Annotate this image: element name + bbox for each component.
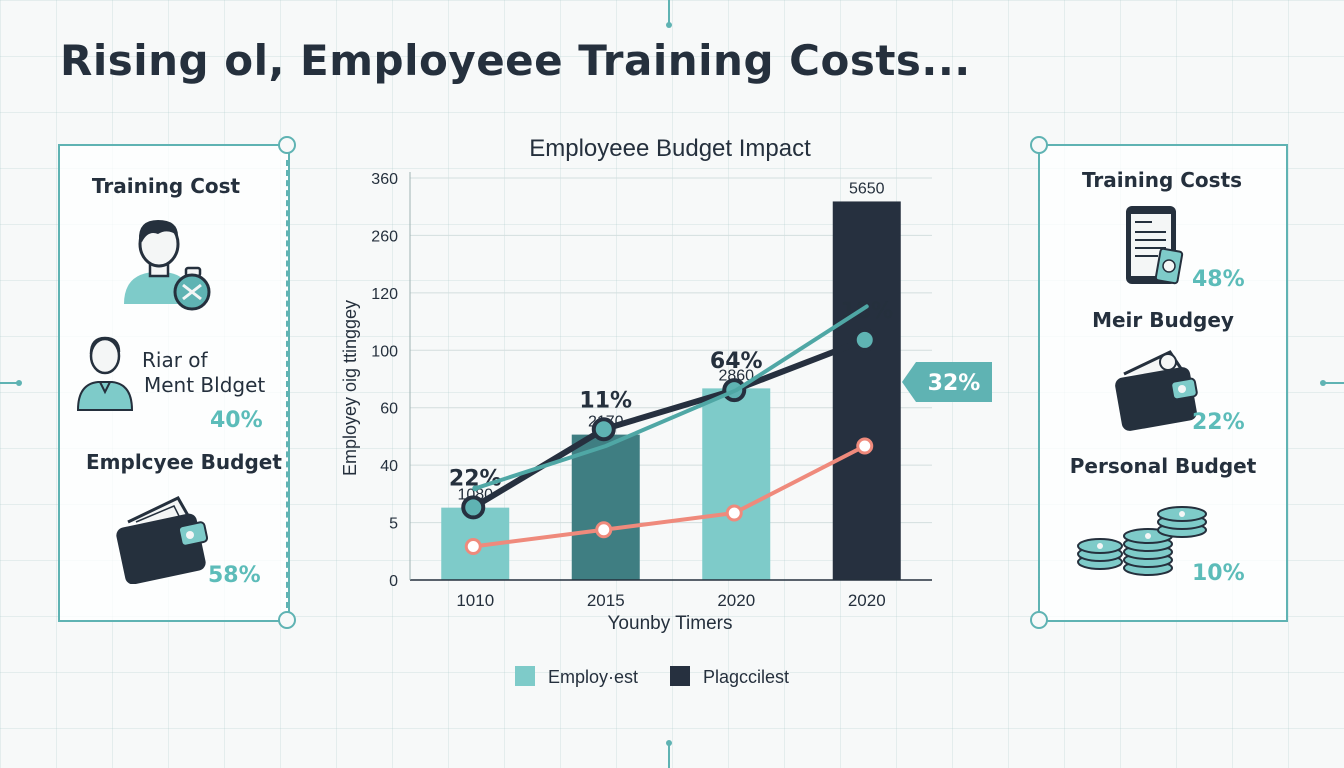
right-guide-line — [1324, 382, 1344, 384]
top-guide-line — [668, 0, 670, 26]
y-tick-label: 40 — [380, 458, 398, 475]
bottom-guide-line — [668, 742, 670, 768]
left-guide-dot — [16, 380, 22, 386]
legend-label-1: Employ·est — [548, 667, 639, 687]
left-guide-line — [0, 382, 20, 384]
y-axis-label: Employey oig ttinggey — [340, 300, 360, 476]
left-panel-ring-top — [278, 136, 296, 154]
left-panel-ring-bottom — [278, 611, 296, 629]
legend-swatch-2 — [670, 666, 690, 686]
series-line-salmon — [471, 444, 867, 549]
y-tick-label: 60 — [380, 401, 398, 418]
right-panel-ring-top — [1030, 136, 1048, 154]
series-point — [725, 504, 743, 522]
x-tick-label: 1010 — [456, 591, 494, 610]
left-item2-label: Emplcyee Budget — [86, 450, 282, 474]
series-point — [591, 417, 616, 442]
y-tick-label: 260 — [371, 228, 398, 245]
legend-swatch-1 — [515, 666, 535, 686]
right-panel-heading: Training Costs — [1081, 168, 1243, 192]
series-point — [461, 495, 486, 520]
left-item1-line2: Ment Bldget — [144, 373, 266, 397]
left-panel-dash — [286, 160, 288, 608]
series-line-navy — [470, 336, 868, 511]
x-tick-label: 2020 — [848, 591, 886, 610]
series-point-label: 64% — [710, 349, 763, 374]
y-tick-label: 120 — [371, 286, 398, 303]
right-panel-ring-bottom — [1030, 611, 1048, 629]
series-point-label: 11% — [579, 388, 632, 413]
wallet-icon — [116, 496, 209, 584]
y-tick-label: 5 — [389, 516, 398, 533]
left-panel-heading: Training Cost — [91, 174, 241, 198]
left-item1-line1: Riar of — [142, 348, 208, 372]
person-outline-icon — [76, 336, 134, 411]
x-axis-label: Younby Timers — [608, 613, 733, 634]
legend-label-2: Plagccilest — [703, 667, 790, 687]
coin-stack-icon — [1077, 506, 1207, 576]
series-point — [595, 521, 613, 539]
y-tick-label: 100 — [371, 343, 398, 360]
left-item2-pct: 58% — [208, 563, 261, 588]
callout-tag: 32% — [902, 362, 992, 402]
series-point — [856, 437, 874, 455]
left-item1-pct: 40% — [210, 408, 263, 433]
right-guide-dot — [1320, 380, 1326, 386]
series-point — [472, 485, 479, 492]
y-tick-label: 0 — [389, 573, 398, 590]
callout-label: 32% — [928, 371, 981, 396]
chart-title: Employeee Budget Impact — [529, 135, 811, 162]
bar-value-label: 2860 — [718, 367, 754, 384]
series-line-teal — [473, 304, 869, 491]
bottom-guide-dot — [666, 740, 672, 746]
page-title: Rising ol, Employeee Training Costs... — [60, 36, 971, 85]
right-item3-label: Personal Budget — [1069, 454, 1257, 478]
right-panel-dash — [1038, 160, 1040, 608]
right-item1-pct: 48% — [1192, 267, 1245, 292]
bar — [702, 388, 771, 580]
bar — [832, 201, 901, 580]
right-item3-pct: 10% — [1192, 561, 1245, 586]
bar-value-label: 5650 — [849, 180, 885, 197]
right-item2-pct: 22% — [1192, 410, 1245, 435]
x-tick-label: 2015 — [587, 591, 625, 610]
right-item2-label: Meir Budgey — [1092, 308, 1234, 332]
bar — [571, 434, 640, 580]
tablet-invoice-icon — [1126, 206, 1184, 285]
series-point — [464, 538, 482, 555]
person-money-icon — [124, 220, 211, 311]
y-tick-label: 360 — [371, 171, 398, 188]
series-point — [852, 327, 877, 352]
wallet-icon-right — [1115, 350, 1198, 431]
x-tick-label: 2020 — [717, 591, 755, 610]
top-guide-dot — [666, 22, 672, 28]
